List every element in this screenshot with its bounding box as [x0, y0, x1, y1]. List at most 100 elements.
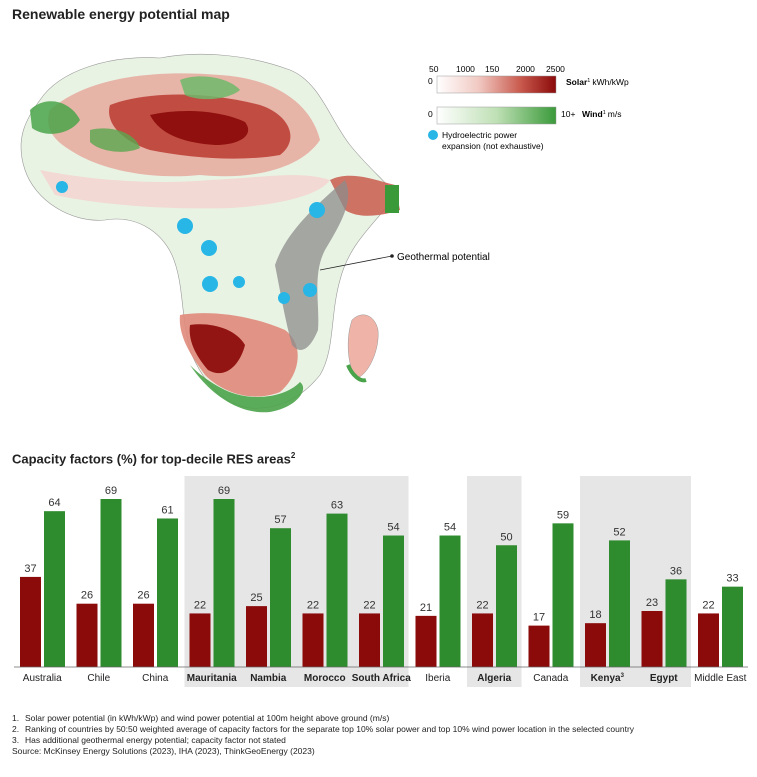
wind-tick: 0 — [428, 109, 433, 119]
category-label-nambia: Nambia — [250, 673, 287, 684]
bar-solar-middle-east — [698, 613, 719, 667]
value-label-solar-canada: 17 — [533, 612, 545, 624]
footnote-1: 1. Solar power potential (in kWh/kWp) and… — [12, 713, 390, 723]
wind-label: Wind — [582, 109, 603, 119]
solar-label: Solar — [566, 77, 588, 87]
hydro-dot — [201, 240, 217, 256]
bar-solar-australia — [20, 576, 41, 667]
chart-title-sup: 2 — [290, 451, 296, 460]
solar-unit: kWh/kWp — [592, 77, 629, 87]
solar-tick: 2500 — [546, 64, 565, 74]
page-title: Renewable energy potential map — [12, 6, 230, 22]
value-label-wind-mauritania: 69 — [218, 485, 230, 497]
bar-solar-iberia — [415, 615, 437, 667]
category-label-middle-east: Middle East — [694, 673, 746, 684]
value-label-wind-iberia: 54 — [444, 522, 456, 534]
category-label-canada: Canada — [533, 673, 568, 684]
hydro-dot — [233, 276, 245, 288]
category-label-iberia: Iberia — [425, 673, 450, 684]
renewable-energy-map: Geothermal potential 50 1000 150 2000 25… — [20, 53, 629, 413]
category-label-mauritania: Mauritania — [187, 673, 237, 684]
value-label-solar-algeria: 22 — [476, 599, 488, 611]
value-label-solar-nambia: 25 — [250, 592, 262, 604]
category-label-morocco: Morocco — [304, 673, 346, 684]
value-label-wind-egypt: 36 — [670, 565, 682, 577]
footnotes: 1. Solar power potential (in kWh/kWp) and… — [12, 713, 634, 757]
category-label-china: China — [142, 673, 169, 684]
wind-gradient-bar — [436, 106, 557, 125]
solar-sup: 1 — [587, 78, 590, 84]
footnote-2: 2. Ranking of countries by 50:50 weighted… — [12, 724, 635, 734]
geothermal-zone — [275, 180, 349, 350]
capacity-factor-chart: 37 64 26 69 26 61 22 69 25 57 22 63 22 54 21 54 22 50 17 59… — [14, 476, 748, 687]
footnote-3: 3. Has additional geothermal energy poten… — [12, 735, 286, 745]
bar-wind-canada — [552, 523, 574, 667]
bars: 37 64 26 69 26 61 22 69 25 57 22 63 22 54 21 54 22 50 17 59… — [20, 485, 743, 667]
bar-wind-algeria — [496, 545, 517, 667]
value-label-wind-south-africa: 54 — [387, 522, 399, 534]
bar-solar-chile — [76, 603, 98, 667]
bar-wind-morocco — [326, 513, 348, 667]
solar-tick: 0 — [428, 76, 433, 86]
bar-wind-iberia — [439, 535, 461, 667]
solar-tick: 50 — [429, 64, 439, 74]
bar-solar-canada — [528, 625, 550, 667]
chart-title: Capacity factors (%) for top-decile RES … — [12, 451, 295, 466]
value-label-solar-chile: 26 — [81, 590, 93, 602]
wind-sup: 1 — [603, 110, 606, 116]
category-label-algeria: Algeria — [477, 673, 511, 684]
value-label-solar-china: 26 — [137, 590, 149, 602]
value-label-wind-middle-east: 33 — [726, 573, 738, 585]
hydro-dot — [278, 292, 290, 304]
category-label-chile: Chile — [87, 673, 110, 684]
value-label-wind-nambia: 57 — [274, 514, 286, 526]
category-label-south-africa: South Africa — [352, 673, 412, 684]
wind-legend: 0 10+ Wind1 m/s — [428, 106, 621, 125]
wind-tick: 10+ — [561, 109, 575, 119]
hydro-dot — [202, 276, 218, 292]
bar-wind-mauritania — [213, 499, 235, 667]
bar-wind-chile — [100, 499, 122, 667]
solar-legend: 50 1000 150 2000 2500 0 Solar1 kWh/kWp — [428, 64, 629, 94]
bar-solar-south-africa — [359, 613, 380, 667]
africa-continent — [20, 53, 400, 413]
category-label-egypt: Egypt — [650, 673, 678, 684]
geothermal-callout: Geothermal potential — [319, 252, 490, 271]
hydro-dot — [309, 202, 325, 218]
hydro-legend-dot — [428, 130, 438, 140]
bar-wind-south-africa — [383, 535, 404, 667]
value-label-wind-australia: 64 — [48, 497, 60, 509]
value-label-wind-algeria: 50 — [500, 531, 512, 543]
value-label-solar-middle-east: 22 — [702, 599, 714, 611]
bar-solar-morocco — [302, 613, 324, 667]
value-label-wind-kenya: 52 — [613, 526, 625, 538]
geothermal-label: Geothermal potential — [397, 252, 490, 263]
bar-wind-kenya — [609, 540, 630, 667]
bar-wind-middle-east — [722, 586, 743, 667]
hydro-dot — [56, 181, 68, 193]
source-note: Source: McKinsey Energy Solutions (2023)… — [12, 746, 315, 756]
bar-solar-egypt — [641, 611, 663, 667]
bar-wind-nambia — [270, 528, 291, 667]
bar-solar-mauritania — [189, 613, 211, 667]
value-label-solar-kenya: 18 — [589, 609, 601, 621]
value-label-solar-morocco: 22 — [307, 599, 319, 611]
solar-tick: 150 — [485, 64, 499, 74]
bar-wind-australia — [44, 511, 65, 667]
bar-solar-china — [133, 603, 154, 667]
bar-solar-nambia — [246, 606, 267, 667]
bar-solar-kenya — [585, 623, 606, 667]
solar-tick: 1000 — [456, 64, 475, 74]
bar-solar-algeria — [472, 613, 493, 667]
hydro-dot — [303, 283, 317, 297]
chart-title-text: Capacity factors (%) for top-decile RES … — [12, 451, 291, 467]
hydro-legend: Hydroelectric power expansion (not exhau… — [428, 130, 544, 151]
solar-tick: 2000 — [516, 64, 535, 74]
solar-gradient-bar — [436, 75, 557, 94]
hydro-legend-line2: expansion (not exhaustive) — [442, 141, 544, 151]
value-label-wind-canada: 59 — [557, 509, 569, 521]
hydro-dot — [177, 218, 193, 234]
x-axis-labels: Australia Chile China Mauritania Nambia Moroc… — [23, 673, 747, 684]
bar-wind-egypt — [665, 579, 687, 667]
